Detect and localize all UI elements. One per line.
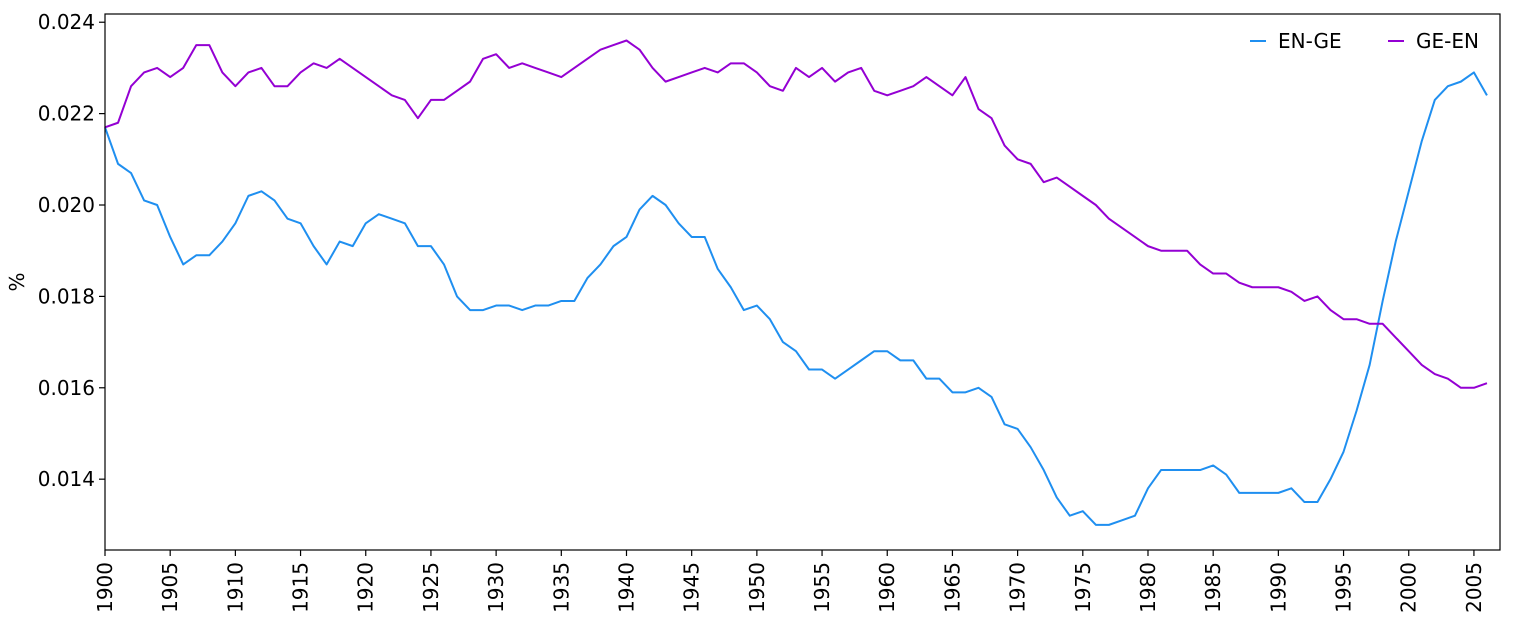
x-tick-label: 1935 [549, 562, 573, 613]
x-tick-label: 1925 [419, 562, 443, 613]
x-tick-label: 1920 [354, 562, 378, 613]
y-tick-label: 0.016 [38, 376, 95, 400]
x-tick-label: 1975 [1071, 562, 1095, 613]
legend: EN-GE GE-EN [1250, 29, 1479, 53]
y-axis-label: % [5, 272, 29, 291]
y-tick-label: 0.020 [38, 193, 95, 217]
x-tick-label: 1985 [1201, 562, 1225, 613]
series-line-ge-en [104, 39, 1488, 389]
x-tick-label: 1965 [940, 562, 964, 613]
x-tick-label: 1995 [1332, 562, 1356, 613]
x-tick-label: 1900 [93, 562, 117, 613]
y-tick-label: 0.022 [38, 102, 95, 126]
x-tick-label: 1960 [875, 562, 899, 613]
x-tick-label: 2005 [1462, 562, 1486, 613]
legend-label-ge-en: GE-EN [1416, 29, 1479, 53]
x-tick-label: 1915 [289, 562, 313, 613]
y-axis: 0.014 0.016 0.018 0.020 0.022 0.024 [38, 10, 105, 491]
plot-frame [104, 13, 1501, 551]
x-tick-label: 1970 [1006, 562, 1030, 613]
x-tick-label: 1980 [1136, 562, 1160, 613]
x-tick-label: 1950 [745, 562, 769, 613]
x-tick-label: 1990 [1266, 562, 1290, 613]
legend-label-en-ge: EN-GE [1278, 29, 1342, 53]
x-tick-label: 1940 [614, 562, 638, 613]
x-tick-label: 2000 [1397, 562, 1421, 613]
series-line-en-ge [104, 71, 1488, 526]
y-tick-label: 0.018 [38, 284, 95, 308]
series-layer [104, 39, 1488, 526]
x-tick-label: 1905 [158, 562, 182, 613]
x-tick-label: 1910 [223, 562, 247, 613]
y-tick-label: 0.014 [38, 467, 95, 491]
x-tick-label: 1945 [680, 562, 704, 613]
x-tick-label: 1930 [484, 562, 508, 613]
x-axis: 1900 1905 1910 1915 1920 1925 1930 1935 1940 1945… [93, 550, 1486, 613]
y-tick-label: 0.024 [38, 10, 95, 34]
x-tick-label: 1955 [810, 562, 834, 613]
